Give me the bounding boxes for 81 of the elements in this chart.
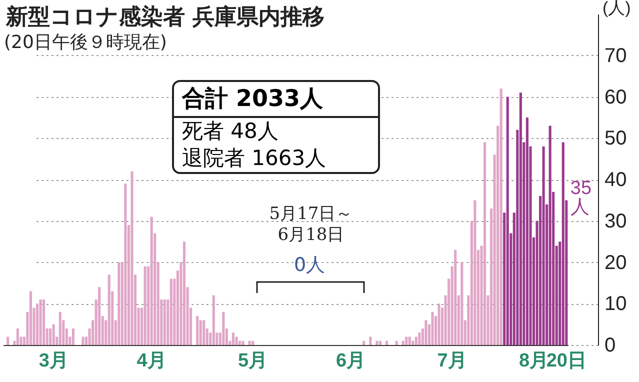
data-label: 35人 (570, 178, 592, 218)
bar (424, 320, 428, 345)
y-axis-title: (人) (602, 0, 631, 18)
bar (29, 291, 32, 345)
bar (242, 340, 244, 345)
y-tick-label: 40 (604, 169, 627, 191)
x-tick-label: 5月 (238, 350, 268, 372)
bar (385, 340, 388, 345)
bar (42, 299, 46, 345)
y-tick-label: 50 (604, 128, 627, 150)
bar (408, 336, 411, 345)
bar (376, 340, 378, 345)
bar (39, 299, 42, 345)
bar (6, 336, 10, 345)
bar (519, 92, 522, 345)
bar (108, 274, 110, 345)
x-tick-label: 6月 (336, 350, 366, 372)
bar (562, 142, 564, 345)
chart-title: 新型コロナ感染者 兵庫県内推移 (6, 4, 325, 32)
y-tick-label: 30 (604, 210, 627, 232)
bar (474, 200, 476, 345)
bar (438, 304, 440, 345)
bar (144, 266, 146, 345)
text: (20日午後９時現在) (4, 31, 167, 54)
bar (395, 340, 398, 345)
annotation: 死者 48人 (181, 118, 280, 145)
bar (526, 117, 528, 345)
bar (405, 336, 408, 345)
bar (412, 340, 414, 345)
bar (232, 332, 235, 345)
y-tick-label: 70 (604, 44, 627, 67)
annotation: 退院者 1663人 (181, 145, 328, 172)
bar (58, 312, 62, 345)
bar (170, 278, 172, 345)
bar (130, 171, 134, 345)
bar (378, 340, 382, 345)
bar (414, 336, 418, 345)
annotation: 5月17日～6月18日 (268, 204, 354, 246)
bar (235, 336, 238, 345)
bar (72, 328, 74, 345)
bar (199, 320, 202, 345)
bar (36, 304, 39, 345)
bar (238, 340, 242, 345)
bar (362, 340, 366, 345)
bar (202, 320, 206, 345)
bar (431, 312, 434, 345)
bar (124, 184, 127, 345)
bar (500, 88, 502, 345)
bar (369, 336, 372, 345)
y-tick-label: 60 (604, 86, 627, 108)
bar (196, 316, 199, 345)
bar (248, 340, 251, 345)
x-tick-label: 4月 (136, 350, 166, 372)
bar (252, 340, 254, 345)
annotation: 0人 (294, 253, 326, 278)
y-tick-label: 20 (604, 252, 627, 274)
bar (548, 126, 552, 345)
bar (222, 312, 225, 345)
bar (542, 146, 545, 345)
x-tick-label: 20日 (546, 350, 586, 372)
bar (82, 336, 84, 345)
bar (98, 287, 101, 345)
annotation: 合計 2033人 (174, 82, 378, 118)
bar (118, 262, 120, 345)
bar (49, 328, 52, 345)
bar (182, 242, 186, 345)
bar (483, 142, 486, 345)
bar (16, 328, 19, 345)
bar (454, 250, 457, 345)
x-tick-label: 7月 (437, 350, 467, 372)
bar (150, 216, 153, 345)
bar (163, 299, 166, 345)
bar (402, 340, 404, 345)
y-tick-label: 10 (604, 293, 627, 316)
bar (52, 324, 55, 345)
bar (418, 332, 421, 345)
bar (506, 96, 509, 345)
bar (212, 295, 215, 345)
x-tick-label: 3月 (38, 350, 68, 372)
bar (460, 262, 464, 345)
y-tick-label: 0 (604, 334, 616, 356)
